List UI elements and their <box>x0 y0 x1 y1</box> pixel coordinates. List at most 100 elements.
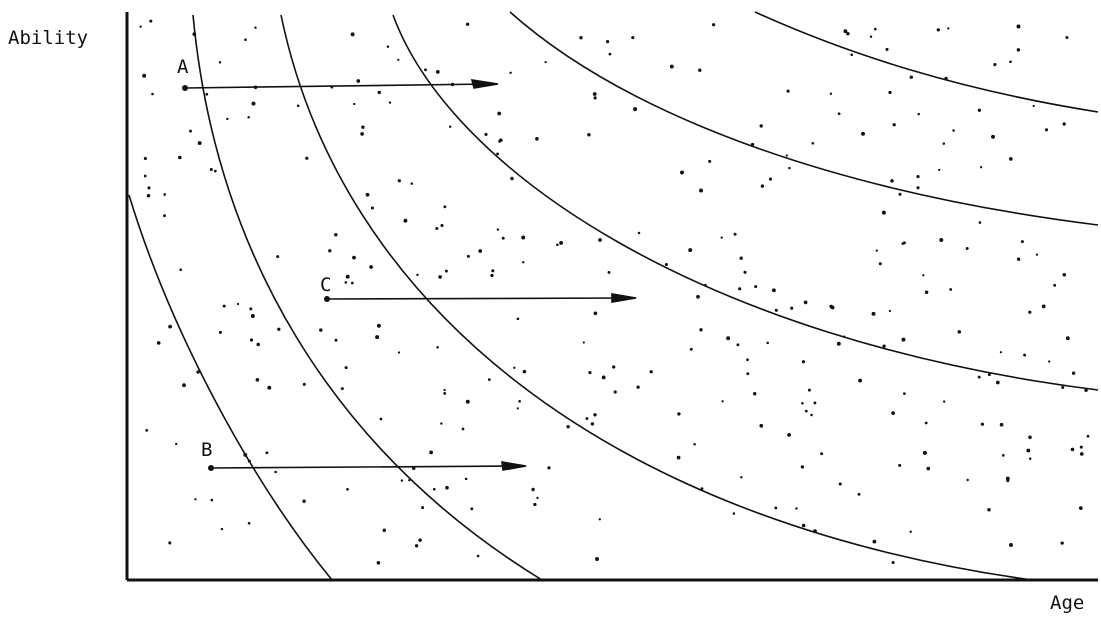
scatter-dot <box>740 476 743 479</box>
scatter-dot <box>516 317 520 321</box>
scatter-dot <box>267 385 272 390</box>
scatter-dot <box>189 129 192 133</box>
scatter-dot <box>746 372 750 376</box>
scatter-dot <box>403 218 408 223</box>
scatter-dot <box>965 247 969 250</box>
scatter-dot <box>1044 128 1049 132</box>
scatter-dot <box>544 60 547 64</box>
scatter-dot <box>370 206 375 210</box>
scatter-dot <box>872 539 877 544</box>
scatter-dot <box>774 506 778 510</box>
scatter-dot <box>890 179 894 183</box>
scatter-dot <box>218 330 222 334</box>
scatter-dot <box>376 561 381 565</box>
scatter-dot <box>210 498 214 502</box>
scatter-dot <box>213 169 217 173</box>
scatter-dot <box>496 152 499 156</box>
scatter-dot <box>579 36 583 40</box>
scatter-dot <box>903 392 906 395</box>
scatter-dot <box>513 366 516 369</box>
scatter-dot <box>435 70 440 74</box>
scatter-dot <box>995 380 1000 385</box>
scatter-dot <box>305 156 309 160</box>
scatter-dot <box>807 388 811 392</box>
scatter-dot <box>410 182 414 185</box>
scatter-dot <box>916 175 920 179</box>
scatter-dot <box>218 61 222 64</box>
scatter-dot <box>732 512 736 515</box>
scatter-dot <box>760 184 765 188</box>
scatter-dot <box>708 159 712 163</box>
scatter-dot <box>587 132 591 137</box>
scatter-dot <box>194 498 197 501</box>
scatter-dot <box>885 47 889 51</box>
scatter-dot <box>901 242 904 245</box>
scatter-dot <box>375 335 380 340</box>
scatter-dot <box>1071 371 1076 375</box>
scatter-dot <box>952 129 955 132</box>
scatter-dot <box>592 92 597 96</box>
scatter-dot <box>484 132 488 136</box>
scatter-dot <box>768 177 773 181</box>
scatter-dot <box>397 58 400 61</box>
scatter-dot <box>377 90 381 95</box>
scatter-dots <box>139 19 1090 565</box>
scatter-dot <box>249 307 253 311</box>
scatter-dot <box>145 429 149 432</box>
scatter-dot <box>843 29 848 34</box>
scatter-dot <box>966 478 969 482</box>
scatter-dot <box>350 32 355 37</box>
iso-curve-4 <box>392 14 1099 391</box>
scatter-dot <box>696 294 700 299</box>
scatter-dot <box>510 176 514 181</box>
scatter-dot <box>243 452 248 457</box>
scatter-dot <box>274 470 277 474</box>
scatter-dot <box>356 79 361 83</box>
scatter-dot <box>743 270 747 274</box>
scatter-dot <box>518 399 521 403</box>
scatter-dot <box>944 76 948 81</box>
scatter-dot <box>917 112 920 116</box>
scatter-dot <box>593 96 597 100</box>
scatter-dot <box>813 529 817 533</box>
scatter-dot <box>601 375 606 380</box>
point-a-label: A <box>177 56 189 78</box>
scatter-dot <box>547 466 551 470</box>
scatter-dot <box>397 179 401 183</box>
scatter-dot <box>319 328 323 332</box>
scatter-dot <box>521 235 526 240</box>
scatter-dot <box>1006 479 1010 483</box>
scatter-dot <box>1079 452 1084 456</box>
scatter-dot <box>801 523 806 528</box>
scatter-dot <box>346 487 349 491</box>
scatter-dot <box>999 351 1003 354</box>
scatter-dot <box>858 378 863 383</box>
scatter-dot <box>676 455 681 460</box>
scatter-dot <box>924 421 928 425</box>
scatter-dot <box>978 221 982 224</box>
scatter-dot <box>247 459 251 463</box>
scatter-dot <box>443 205 447 209</box>
scatter-dot <box>255 377 260 382</box>
scatter-dot <box>721 400 724 403</box>
scatter-dot <box>909 75 913 79</box>
scatter-dot <box>909 530 912 533</box>
scatter-dot <box>220 527 224 531</box>
scatter-dot <box>226 117 229 121</box>
scatter-dot <box>892 123 896 127</box>
scatter-dot <box>771 288 776 293</box>
scatter-dot <box>361 125 365 129</box>
scatter-dot <box>250 314 255 318</box>
arrow-a-shaft <box>184 83 491 89</box>
scatter-dot <box>1079 445 1083 449</box>
scatter-dot <box>1060 541 1064 545</box>
scatter-dot <box>522 261 525 264</box>
scatter-dot <box>566 424 570 429</box>
scatter-dot <box>156 341 161 345</box>
iso-curve-1 <box>128 194 333 581</box>
scatter-dot <box>247 521 251 525</box>
scatter-dot <box>465 399 470 404</box>
scatter-dot <box>800 465 805 469</box>
scatter-dot <box>276 255 280 259</box>
